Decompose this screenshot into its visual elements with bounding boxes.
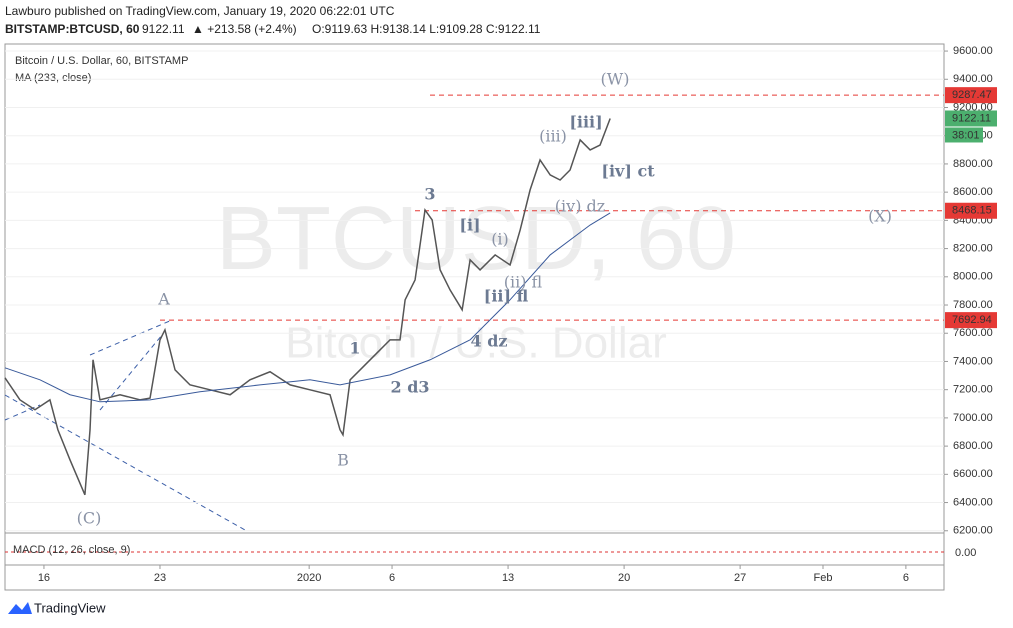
y-tick-label: 6800.00: [953, 440, 993, 452]
y-tick-label: 6600.00: [953, 468, 993, 480]
change: ▲ +213.58 (+2.4%): [192, 22, 297, 36]
y-tick-label: 7000.00: [953, 412, 993, 424]
wave-label: (iii): [539, 127, 567, 146]
macd-label: MACD (12, 26, close, 9): [13, 544, 130, 556]
level-tag: [945, 87, 997, 104]
pane-frame: [4, 43, 945, 591]
wave-label: 4 dz: [471, 332, 508, 351]
wave-label: (i): [491, 230, 509, 249]
logo: TradingView: [8, 600, 106, 615]
y-tick-label: 7800.00: [953, 299, 993, 311]
publish-info: Lawburo published on TradingView.com, Ja…: [5, 4, 395, 18]
wave-label: (C): [77, 509, 102, 528]
x-tick-label: 13: [502, 572, 514, 584]
last-label: 9122.11: [952, 112, 991, 124]
last-tag: [945, 110, 997, 127]
ma-label: MA (233, close): [15, 72, 91, 84]
wave-label: B: [337, 451, 349, 470]
y-tick-label: 8600.00: [953, 186, 993, 198]
countdown-tag: [945, 127, 983, 143]
ohlc: O:9119.63 H:9138.14 L:9109.28 C:9122.11: [312, 22, 541, 36]
wave-label: A: [157, 290, 170, 309]
x-tick-label: 27: [734, 572, 746, 584]
y-tick-label: 6200.00: [953, 525, 993, 537]
y-tick-label: 9400.00: [953, 73, 993, 85]
wave-label: [ii] fl: [484, 287, 529, 306]
x-tick-label: 2020: [297, 572, 321, 584]
wave-label: (W): [601, 70, 630, 89]
y-tick-label: 6400.00: [953, 496, 993, 508]
watermark-sub: Bitcoin / U.S. Dollar: [285, 319, 666, 368]
wave-label: [iii]: [569, 113, 602, 132]
wave-label: (ii) fl: [504, 273, 543, 292]
y-tick-label: 7600.00: [953, 327, 993, 339]
x-tick-label: 20: [618, 572, 630, 584]
macd-tick: 0.00: [955, 547, 976, 559]
level-label: 9287.47: [952, 89, 992, 101]
x-tick-label: Feb: [814, 572, 833, 584]
x-tick-label: 23: [154, 572, 166, 584]
level-tag: [945, 202, 997, 219]
wave-label: 1: [349, 339, 360, 358]
y-tick-label: 8000.00: [953, 271, 993, 283]
wave-label: (iv) dz: [555, 197, 605, 216]
y-tick-label: 9200.00: [953, 101, 993, 113]
last: 9122.11: [142, 22, 185, 36]
level-label: 7692.94: [952, 314, 992, 326]
level-tag: [945, 312, 997, 329]
wave-label: (X): [868, 207, 892, 226]
countdown: 38:01: [952, 129, 980, 141]
y-tick-label: 8200.00: [953, 242, 993, 254]
chart-subtitle: Bitcoin / U.S. Dollar, 60, BITSTAMP: [15, 55, 188, 67]
y-tick-label: 8800.00: [953, 158, 993, 170]
x-tick-label: 6: [389, 572, 395, 584]
price-line: [4, 118, 611, 496]
wave-label: [iv] ct: [601, 162, 655, 181]
x-tick-label: 16: [38, 572, 50, 584]
y-tick-label: 9600.00: [953, 45, 993, 57]
brand: TradingView: [34, 600, 106, 615]
symbol: BITSTAMP:BTCUSD, 60: [5, 22, 140, 36]
wave-label: 2 d3: [390, 378, 429, 397]
wave-label: 3: [424, 185, 435, 204]
watermark: BTCUSD, 60: [216, 189, 736, 289]
x-tick-label: 6: [903, 572, 909, 584]
wave-label: [i]: [459, 216, 480, 235]
level-label: 8468.15: [952, 205, 992, 217]
y-tick-label: 7200.00: [953, 384, 993, 396]
ma-line: [4, 212, 611, 403]
y-tick-label: 7400.00: [953, 355, 993, 367]
